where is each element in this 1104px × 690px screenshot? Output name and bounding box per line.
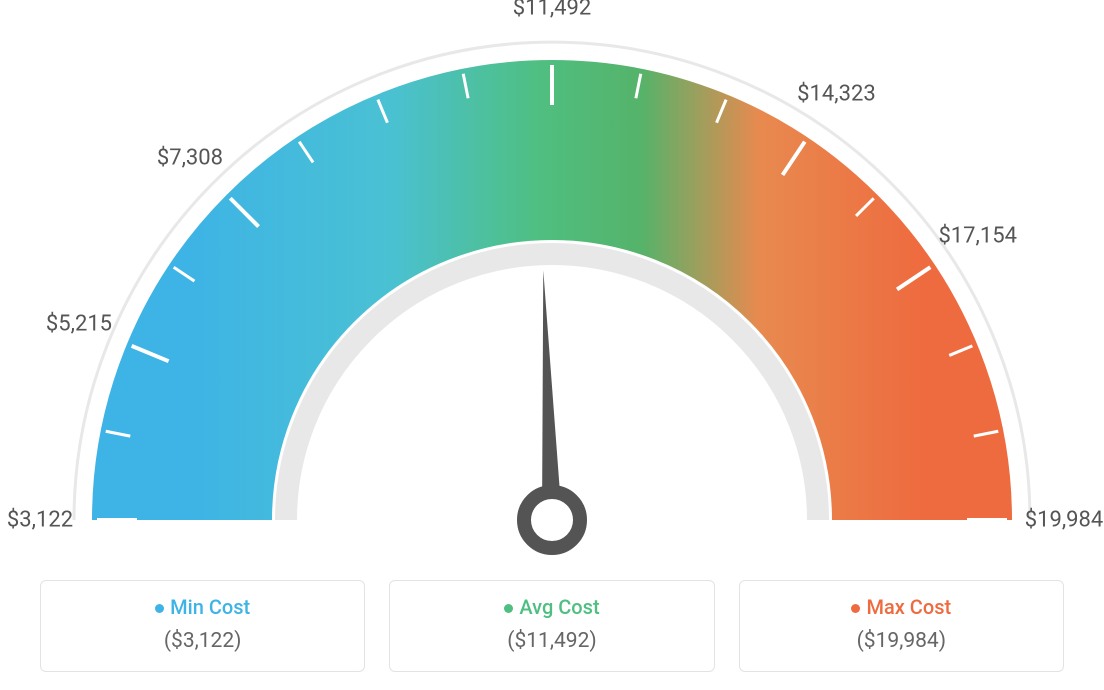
gauge-tick-label: $3,122: [7, 508, 73, 533]
gauge-tick-label: $17,154: [938, 223, 1017, 248]
max-cost-card: Max Cost ($19,984): [739, 580, 1064, 672]
min-dot-icon: [155, 604, 164, 613]
avg-cost-title: Avg Cost: [400, 595, 703, 619]
min-cost-title: Min Cost: [51, 595, 354, 619]
max-title-text: Max Cost: [866, 595, 951, 619]
max-cost-value: ($19,984): [750, 629, 1053, 653]
min-title-text: Min Cost: [170, 595, 250, 619]
avg-cost-value: ($11,492): [400, 629, 703, 653]
avg-title-text: Avg Cost: [519, 595, 599, 619]
gauge-tick-label: $11,492: [513, 0, 592, 21]
gauge-tick-label: $5,215: [46, 312, 112, 337]
gauge-svg: [20, 20, 1084, 560]
max-dot-icon: [851, 604, 860, 613]
min-cost-card: Min Cost ($3,122): [40, 580, 365, 672]
gauge-chart: $3,122$5,215$7,308$11,492$14,323$17,154$…: [20, 20, 1084, 560]
avg-cost-card: Avg Cost ($11,492): [389, 580, 714, 672]
max-cost-title: Max Cost: [750, 595, 1053, 619]
min-cost-value: ($3,122): [51, 629, 354, 653]
avg-dot-icon: [504, 604, 513, 613]
gauge-tick-label: $19,984: [1025, 508, 1104, 533]
gauge-tick-label: $14,323: [797, 82, 876, 107]
gauge-tick-label: $7,308: [157, 145, 223, 170]
summary-cards: Min Cost ($3,122) Avg Cost ($11,492) Max…: [40, 580, 1064, 672]
